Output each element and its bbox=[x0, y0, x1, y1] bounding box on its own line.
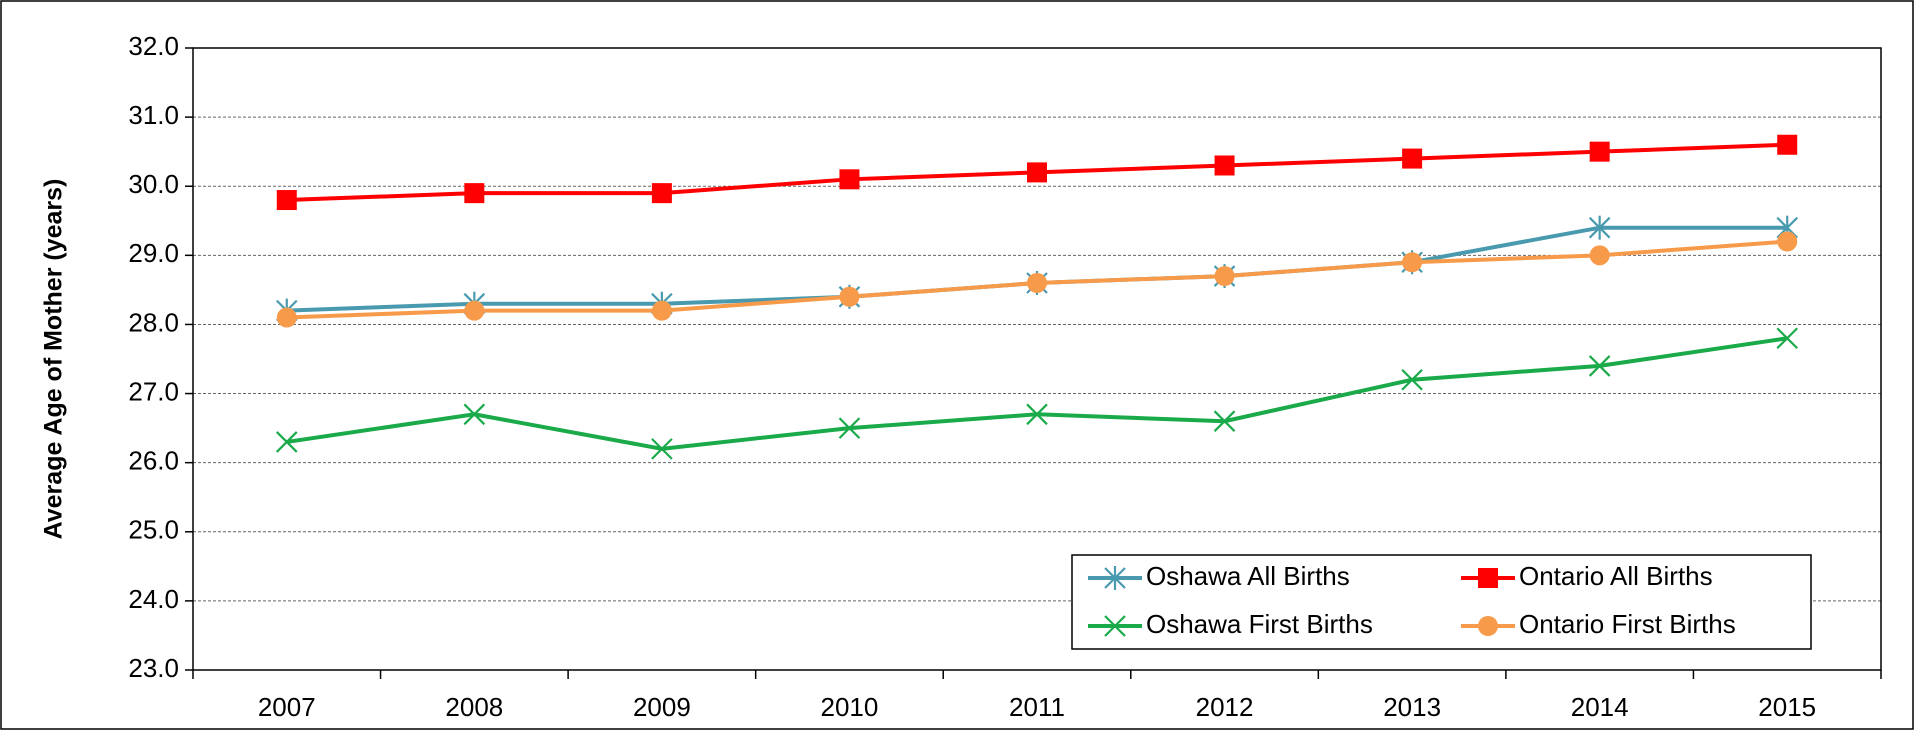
y-axis-title: Average Age of Mother (years) bbox=[40, 179, 68, 540]
marker bbox=[1588, 355, 1611, 377]
y-tick-label: 32.0 bbox=[128, 31, 179, 61]
y-tick-label: 23.0 bbox=[128, 653, 179, 683]
marker bbox=[276, 307, 297, 328]
marker-stroke bbox=[463, 403, 486, 426]
marker bbox=[651, 183, 672, 204]
legend-box bbox=[1071, 554, 1812, 650]
series-line bbox=[286, 336, 1788, 451]
marker-stroke bbox=[1588, 355, 1611, 377]
marker-stroke bbox=[275, 431, 298, 453]
x-tick-label: 2011 bbox=[1009, 692, 1065, 722]
y-tick-label: 29.0 bbox=[128, 238, 179, 268]
marker-stroke bbox=[1213, 410, 1236, 432]
marker bbox=[1214, 266, 1235, 287]
marker bbox=[1589, 141, 1610, 162]
marker-square bbox=[1478, 568, 1498, 588]
marker bbox=[1401, 368, 1423, 391]
marker bbox=[1027, 272, 1047, 293]
marker bbox=[463, 403, 486, 426]
x-tick-label: 2015 bbox=[1758, 692, 1816, 722]
marker bbox=[1402, 252, 1423, 273]
marker-circle bbox=[1589, 245, 1610, 266]
marker-stroke bbox=[1776, 327, 1798, 350]
y-tick-label: 30.0 bbox=[128, 169, 179, 199]
marker-square bbox=[1777, 134, 1798, 155]
legend-label: Ontario First Births bbox=[1519, 609, 1736, 639]
marker bbox=[1588, 215, 1611, 240]
marker-circle bbox=[1402, 252, 1423, 273]
marker-circle bbox=[464, 300, 485, 321]
marker bbox=[1104, 566, 1126, 590]
marker bbox=[839, 286, 860, 307]
marker-circle bbox=[1478, 616, 1498, 636]
y-tick-label: 31.0 bbox=[128, 100, 179, 130]
series-line bbox=[286, 225, 1788, 313]
legend-label: Oshawa All Births bbox=[1146, 561, 1350, 591]
y-tick-label: 27.0 bbox=[128, 376, 179, 406]
marker bbox=[1478, 616, 1498, 636]
marker-stroke bbox=[1026, 403, 1048, 426]
y-tick-label: 26.0 bbox=[128, 446, 179, 476]
marker bbox=[1104, 615, 1126, 637]
marker-square bbox=[1027, 162, 1047, 183]
marker bbox=[1026, 403, 1048, 426]
marker-square bbox=[276, 190, 297, 211]
marker bbox=[1027, 162, 1047, 183]
marker-stroke bbox=[1401, 368, 1423, 391]
x-tick-label: 2008 bbox=[445, 692, 503, 722]
marker-circle bbox=[839, 286, 860, 307]
x-tick-label: 2014 bbox=[1571, 692, 1629, 722]
x-tick-label: 2012 bbox=[1196, 692, 1254, 722]
marker-circle bbox=[651, 300, 672, 321]
marker-square bbox=[651, 183, 672, 204]
marker bbox=[1402, 148, 1423, 169]
x-tick-label: 2009 bbox=[633, 692, 691, 722]
marker-circle bbox=[276, 307, 297, 328]
y-tick-label: 24.0 bbox=[128, 584, 179, 614]
marker bbox=[1777, 231, 1798, 252]
marker bbox=[838, 417, 861, 439]
x-tick-label: 2013 bbox=[1383, 692, 1441, 722]
marker bbox=[1214, 155, 1235, 176]
marker-circle bbox=[1777, 231, 1798, 252]
marker bbox=[1776, 327, 1798, 350]
marker-stroke bbox=[651, 438, 673, 460]
marker bbox=[464, 300, 485, 321]
marker-square bbox=[839, 169, 860, 190]
marker bbox=[839, 169, 860, 190]
marker bbox=[651, 300, 672, 321]
marker bbox=[1213, 410, 1236, 432]
x-tick-label: 2010 bbox=[821, 692, 879, 722]
marker-square bbox=[464, 183, 485, 204]
marker-stroke bbox=[838, 417, 861, 439]
marker bbox=[276, 190, 297, 211]
marker-circle bbox=[1027, 272, 1047, 293]
marker bbox=[1777, 134, 1798, 155]
legend-label: Oshawa First Births bbox=[1146, 609, 1373, 639]
marker bbox=[1478, 568, 1498, 588]
marker-square bbox=[1214, 155, 1235, 176]
y-tick-label: 28.0 bbox=[128, 307, 179, 337]
marker-square bbox=[1589, 141, 1610, 162]
marker bbox=[651, 438, 673, 460]
marker-square bbox=[1402, 148, 1423, 169]
marker-circle bbox=[1214, 266, 1235, 287]
marker bbox=[464, 183, 485, 204]
y-tick-label: 25.0 bbox=[128, 515, 179, 545]
marker-stroke bbox=[1104, 615, 1126, 637]
marker bbox=[275, 431, 298, 453]
plot-border bbox=[192, 47, 1882, 671]
x-tick-label: 2007 bbox=[258, 692, 316, 722]
legend-label: Ontario All Births bbox=[1519, 561, 1713, 591]
marker bbox=[1589, 245, 1610, 266]
